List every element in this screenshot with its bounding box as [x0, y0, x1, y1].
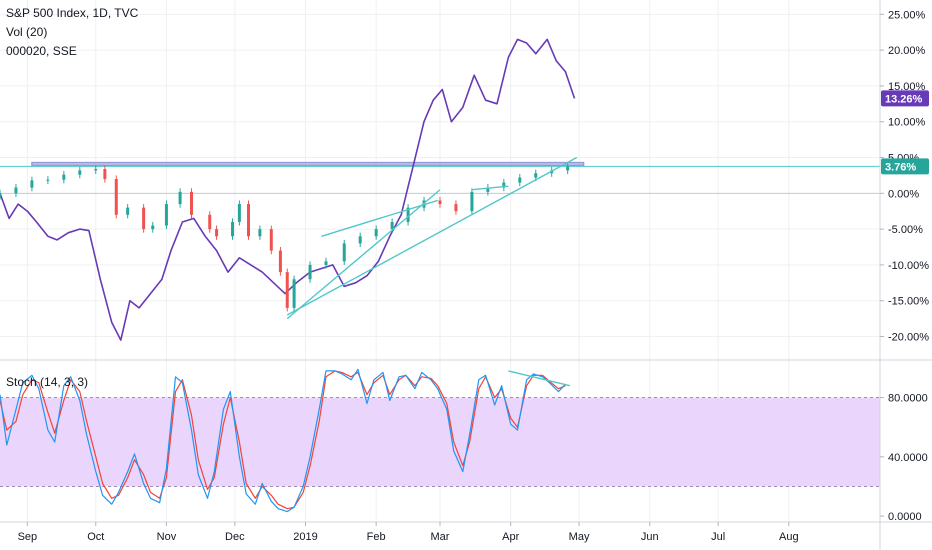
candle-body: [278, 250, 282, 273]
candle-body: [390, 221, 394, 230]
candle-body: [46, 179, 50, 181]
compare-line: [0, 38, 576, 341]
candle-body: [246, 204, 250, 237]
candle-body: [486, 187, 490, 192]
candle-body: [78, 170, 82, 175]
price-tick-label: 10.00%: [888, 117, 926, 129]
time-tick-label: Dec: [225, 531, 245, 543]
candle-body: [438, 200, 442, 205]
legend-volume[interactable]: Vol (20): [6, 25, 48, 39]
resistance-annotations: [0, 161, 880, 167]
main-last-value: 3.76%: [885, 161, 916, 173]
price-pane: [0, 38, 576, 341]
candle-body: [292, 279, 296, 308]
stoch-tick-label: 40.0000: [888, 452, 928, 464]
price-tick-label: -20.00%: [888, 332, 929, 344]
candle-body: [258, 229, 262, 237]
price-tick-label: 20.00%: [888, 45, 926, 57]
trendlines: [286, 156, 578, 320]
candle-body: [62, 174, 66, 180]
candle-body: [151, 225, 155, 230]
time-tick-label: Mar: [431, 531, 450, 543]
candle-body: [324, 261, 328, 265]
candle-body: [114, 179, 118, 215]
compare-last-value: 13.26%: [885, 93, 923, 105]
candle-body: [30, 180, 34, 188]
candle-body: [285, 272, 289, 308]
candle-body: [518, 177, 522, 183]
trendline: [321, 199, 438, 237]
candle-body: [178, 191, 182, 205]
candle-body: [342, 243, 346, 262]
stoch-pane: [0, 368, 880, 513]
candle-body: [269, 229, 273, 251]
candle-body: [94, 168, 98, 171]
candle-body: [190, 191, 194, 215]
resistance-band: [31, 161, 585, 167]
time-tick-label: Nov: [157, 531, 177, 543]
stoch-legend: Stoch (14, 3, 3): [6, 373, 88, 392]
time-tick-label: Sep: [18, 531, 38, 543]
stoch-trendline: [508, 370, 571, 387]
price-tick-label: 25.00%: [888, 9, 926, 21]
price-tick-label: -5.00%: [888, 224, 923, 236]
main-legend: S&P 500 Index, 1D, TVC Vol (20) 000020, …: [6, 4, 138, 61]
stoch-d-line: [0, 370, 566, 510]
stoch-k-line: [0, 368, 566, 513]
legend-compare[interactable]: 000020, SSE: [6, 44, 77, 58]
candle-body: [215, 229, 219, 237]
candle-body: [308, 264, 312, 280]
time-tick-label: 2019: [293, 531, 317, 543]
candle-body: [534, 173, 538, 178]
candle-body: [103, 168, 107, 179]
candle-body: [470, 191, 474, 212]
candle-body: [14, 187, 18, 194]
time-tick-label: Jul: [711, 531, 725, 543]
candle-body: [142, 207, 146, 230]
stoch-tick-label: 80.0000: [888, 393, 928, 405]
candle-body: [126, 207, 130, 215]
trendline: [286, 156, 578, 316]
candle-body: [454, 204, 458, 212]
trendline: [471, 185, 509, 191]
candle-body: [502, 182, 506, 188]
candle-body: [374, 229, 378, 237]
stoch-tick-label: 0.0000: [888, 511, 922, 523]
candle-body: [566, 166, 570, 171]
compare-last-value-bg: [881, 90, 929, 107]
legend-symbol[interactable]: S&P 500 Index, 1D, TVC: [6, 6, 139, 20]
time-tick-label: Feb: [367, 531, 386, 543]
candle-body: [358, 236, 362, 244]
price-tick-label: -10.00%: [888, 260, 929, 272]
candle-body: [208, 214, 212, 230]
price-tick-label: 0.00%: [888, 188, 919, 200]
candle-body: [0, 193, 2, 197]
time-tick-label: Oct: [87, 531, 104, 543]
time-tick-label: Jun: [641, 531, 659, 543]
main-last-value-bg: [881, 158, 929, 175]
price-tick-label: -15.00%: [888, 296, 929, 308]
time-tick-label: Apr: [502, 531, 519, 543]
candle-body: [237, 204, 241, 222]
time-tick-label: Aug: [779, 531, 799, 543]
grid: [0, 0, 880, 522]
stoch-band: [0, 397, 880, 487]
candle-body: [231, 221, 235, 237]
candle-body: [406, 207, 410, 222]
candle-body: [164, 204, 168, 226]
time-tick-label: May: [569, 531, 590, 543]
legend-stoch[interactable]: Stoch (14, 3, 3): [6, 375, 89, 389]
price-tick-label: 15.00%: [888, 81, 926, 93]
trendline: [286, 189, 441, 320]
